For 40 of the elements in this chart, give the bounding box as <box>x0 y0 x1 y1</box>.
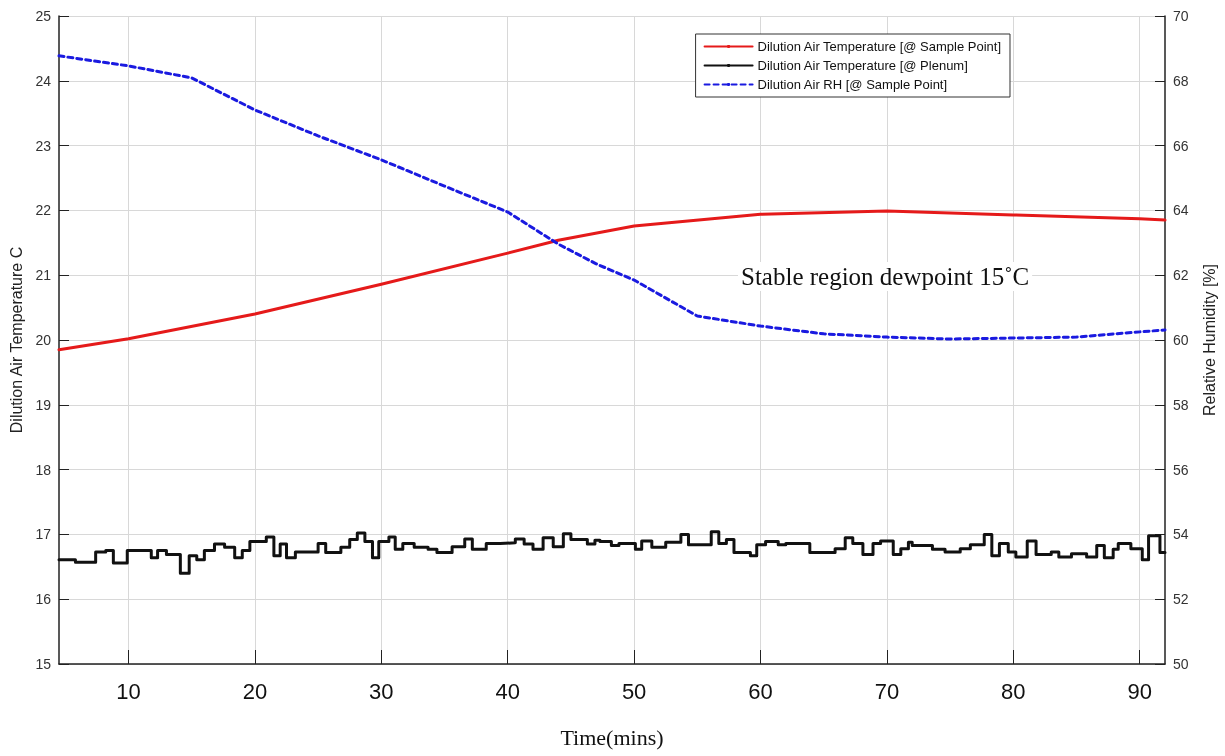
y2-tick-label: 68 <box>1173 72 1189 89</box>
y-tick-label: 25 <box>35 8 52 24</box>
line-series <box>57 209 1167 352</box>
y2-tick-label: 52 <box>1173 591 1189 608</box>
y2-axis-title: Relative Humidity [%] <box>1200 263 1218 417</box>
y-tick-label: 16 <box>35 591 52 608</box>
y2-tick-label: 62 <box>1173 267 1189 284</box>
x-tick-label: 60 <box>748 678 773 704</box>
y-tick-label: 22 <box>35 202 52 219</box>
y2-tick-label: 56 <box>1173 461 1189 478</box>
y-tick-label: 15 <box>35 656 52 672</box>
y-tick-label: 19 <box>35 396 52 413</box>
legend-label: Dilution Air RH [@ Sample Point] <box>757 77 948 92</box>
y-tick-label: 20 <box>35 332 52 348</box>
x-tick-label: 30 <box>369 678 394 704</box>
y2-tick-label: 64 <box>1173 202 1189 219</box>
x-tick-label: 10 <box>116 678 141 704</box>
line-series <box>57 54 1167 341</box>
y2-tick-label: 50 <box>1173 656 1189 672</box>
x-tick-label: 20 <box>242 678 268 704</box>
y2-tick-label: 70 <box>1173 8 1189 24</box>
x-tick-label: 40 <box>495 678 520 704</box>
x-tick-label: 70 <box>874 678 900 704</box>
legend-label: Dilution Air Temperature [@ Plenum] <box>757 58 968 73</box>
y-tick-label: 17 <box>35 526 52 543</box>
x-tick-label: 90 <box>1127 678 1152 704</box>
y2-tick-label: 54 <box>1173 526 1189 543</box>
y2-tick-label: 60 <box>1173 332 1189 348</box>
y-tick-label: 21 <box>35 267 52 284</box>
y2-tick-label: 66 <box>1173 137 1189 154</box>
y2-tick-label: 58 <box>1173 396 1189 413</box>
x-tick-label: 80 <box>1001 678 1026 704</box>
x-axis-title: Time(mins) <box>560 724 664 750</box>
annotation: Stable region dewpoint 15˚C <box>741 263 1030 290</box>
legend-label: Dilution Air Temperature [@ Sample Point] <box>757 39 1002 54</box>
y-axis-title: Dilution Air Temperature C <box>8 246 26 434</box>
y-tick-label: 24 <box>35 72 52 89</box>
x-tick-label: 50 <box>621 678 647 704</box>
y-tick-label: 23 <box>35 137 52 154</box>
y-tick-label: 18 <box>35 461 52 478</box>
